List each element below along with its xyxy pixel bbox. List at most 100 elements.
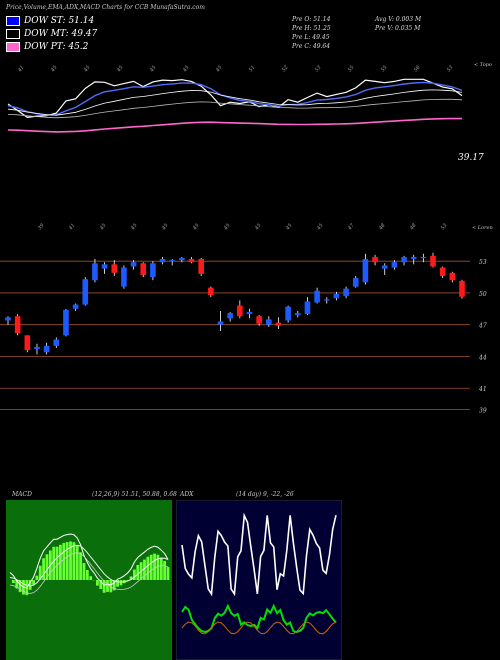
- legend-swatch-mt: [6, 29, 20, 39]
- macd-bar: [82, 563, 86, 580]
- macd-bar: [42, 558, 46, 580]
- candle-body: [439, 267, 446, 276]
- candle: [323, 297, 330, 304]
- candle: [294, 310, 301, 318]
- candle-body: [179, 258, 185, 261]
- ema-st-line: [7, 81, 463, 116]
- legend-label-pt: DOW PT: 45.2: [24, 42, 89, 52]
- candle: [237, 300, 243, 319]
- macd-bar: [163, 561, 167, 580]
- candle: [179, 256, 185, 263]
- price-tick-label: 45: [191, 223, 200, 233]
- candle-body: [159, 259, 166, 263]
- adx-params: (14 day) 9, -22, -26: [236, 491, 294, 498]
- candle-body: [459, 280, 465, 297]
- candle: [449, 271, 456, 283]
- ohlc-close: Pre C: 49.64: [292, 43, 331, 50]
- candle-body: [92, 263, 98, 281]
- ema-tick-label: 55: [380, 65, 389, 74]
- adx-title: ADX: [180, 491, 194, 498]
- legend-swatch-st: [6, 16, 20, 26]
- price-axis-label: 47: [478, 323, 487, 330]
- ema-tick-label: 45: [181, 65, 190, 75]
- candle-body: [208, 287, 214, 296]
- legend-item-pt: DOW PT: 45.2: [6, 42, 97, 52]
- macd-bar: [136, 565, 140, 580]
- ohlc-avg-volume: Avg V: 0.003 M: [375, 16, 422, 23]
- candle: [391, 260, 398, 270]
- candle: [63, 308, 69, 337]
- candle-body: [323, 299, 330, 301]
- macd-bar: [143, 559, 146, 580]
- price-axis-label: 41: [478, 386, 487, 393]
- ema-lines: [7, 78, 463, 133]
- price-axis-label: 39: [479, 407, 487, 414]
- candle: [188, 256, 195, 264]
- candle: [150, 261, 156, 281]
- legend-label-st: DOW ST: 51.14: [24, 16, 95, 26]
- candle-body: [275, 322, 282, 326]
- price-axis-label: 50: [479, 291, 487, 298]
- price-tick-label: 53: [440, 223, 449, 232]
- candle: [121, 265, 127, 289]
- macd-bar: [129, 576, 133, 580]
- macd-bar: [38, 565, 42, 580]
- ema-tick-label: 41: [16, 65, 25, 75]
- macd-signal-line: [9, 544, 169, 587]
- candle-body: [314, 290, 320, 303]
- candle: [410, 254, 417, 265]
- candle-body: [420, 256, 427, 259]
- ema-tick-label: 51: [248, 65, 257, 74]
- macd-bar: [65, 542, 69, 580]
- candle: [92, 259, 98, 283]
- macd-chart: [6, 500, 172, 660]
- macd-bar: [112, 580, 116, 591]
- price-tick-label: 45: [315, 223, 324, 233]
- candle-body: [304, 301, 311, 315]
- macd-bar: [45, 554, 49, 580]
- macd-bar: [18, 580, 22, 593]
- ema-tick-label: 45: [82, 65, 91, 75]
- macd-bar: [109, 580, 113, 593]
- candle: [43, 342, 50, 355]
- candle: [275, 317, 282, 329]
- macd-params: (12,26,9) 51.51, 50.88, 0.68: [92, 491, 177, 498]
- candle: [111, 260, 118, 276]
- ohlc-open: Pre O: 51.14: [292, 16, 331, 23]
- candle: [82, 277, 89, 306]
- candle: [24, 335, 31, 353]
- ema-mt-line: [7, 89, 463, 116]
- ema-close-line: [7, 78, 463, 119]
- candles: [5, 252, 465, 355]
- candle: [256, 315, 262, 326]
- macd-bar: [85, 569, 89, 580]
- candle-body: [266, 319, 272, 325]
- candle: [14, 314, 21, 336]
- legend-item-mt: DOW MT: 49.47: [6, 29, 97, 39]
- macd-bar: [11, 580, 15, 583]
- candle-body: [381, 265, 388, 269]
- candle-body: [198, 259, 204, 274]
- candle-body: [333, 294, 340, 299]
- ema-tick-label: 45: [148, 65, 157, 75]
- macd-line: [9, 533, 169, 589]
- macd-bar: [89, 576, 93, 580]
- macd-bar: [28, 580, 32, 590]
- ema-tick-label: 52: [281, 65, 290, 74]
- macd-bar: [15, 580, 19, 589]
- candle: [372, 254, 378, 266]
- candle-body: [130, 262, 137, 267]
- candle-body: [294, 313, 301, 316]
- chart-title: Price,Volume,EMA,ADX,MACD Charts for CCB…: [6, 4, 205, 11]
- candle: [34, 343, 40, 355]
- candle-body: [410, 256, 417, 260]
- candle: [246, 308, 253, 319]
- candle: [381, 263, 388, 275]
- candle-body: [237, 305, 243, 317]
- adx-chart: [176, 500, 342, 660]
- candle-body: [449, 272, 456, 281]
- price-tick-label: 47: [346, 222, 356, 232]
- price-tick-label: 45: [98, 223, 107, 233]
- ema-tick-labels: 41 45 45 45 45 45 45 51 52 53 55 55 56 53: [16, 64, 454, 74]
- ema-pt-line: [7, 117, 463, 133]
